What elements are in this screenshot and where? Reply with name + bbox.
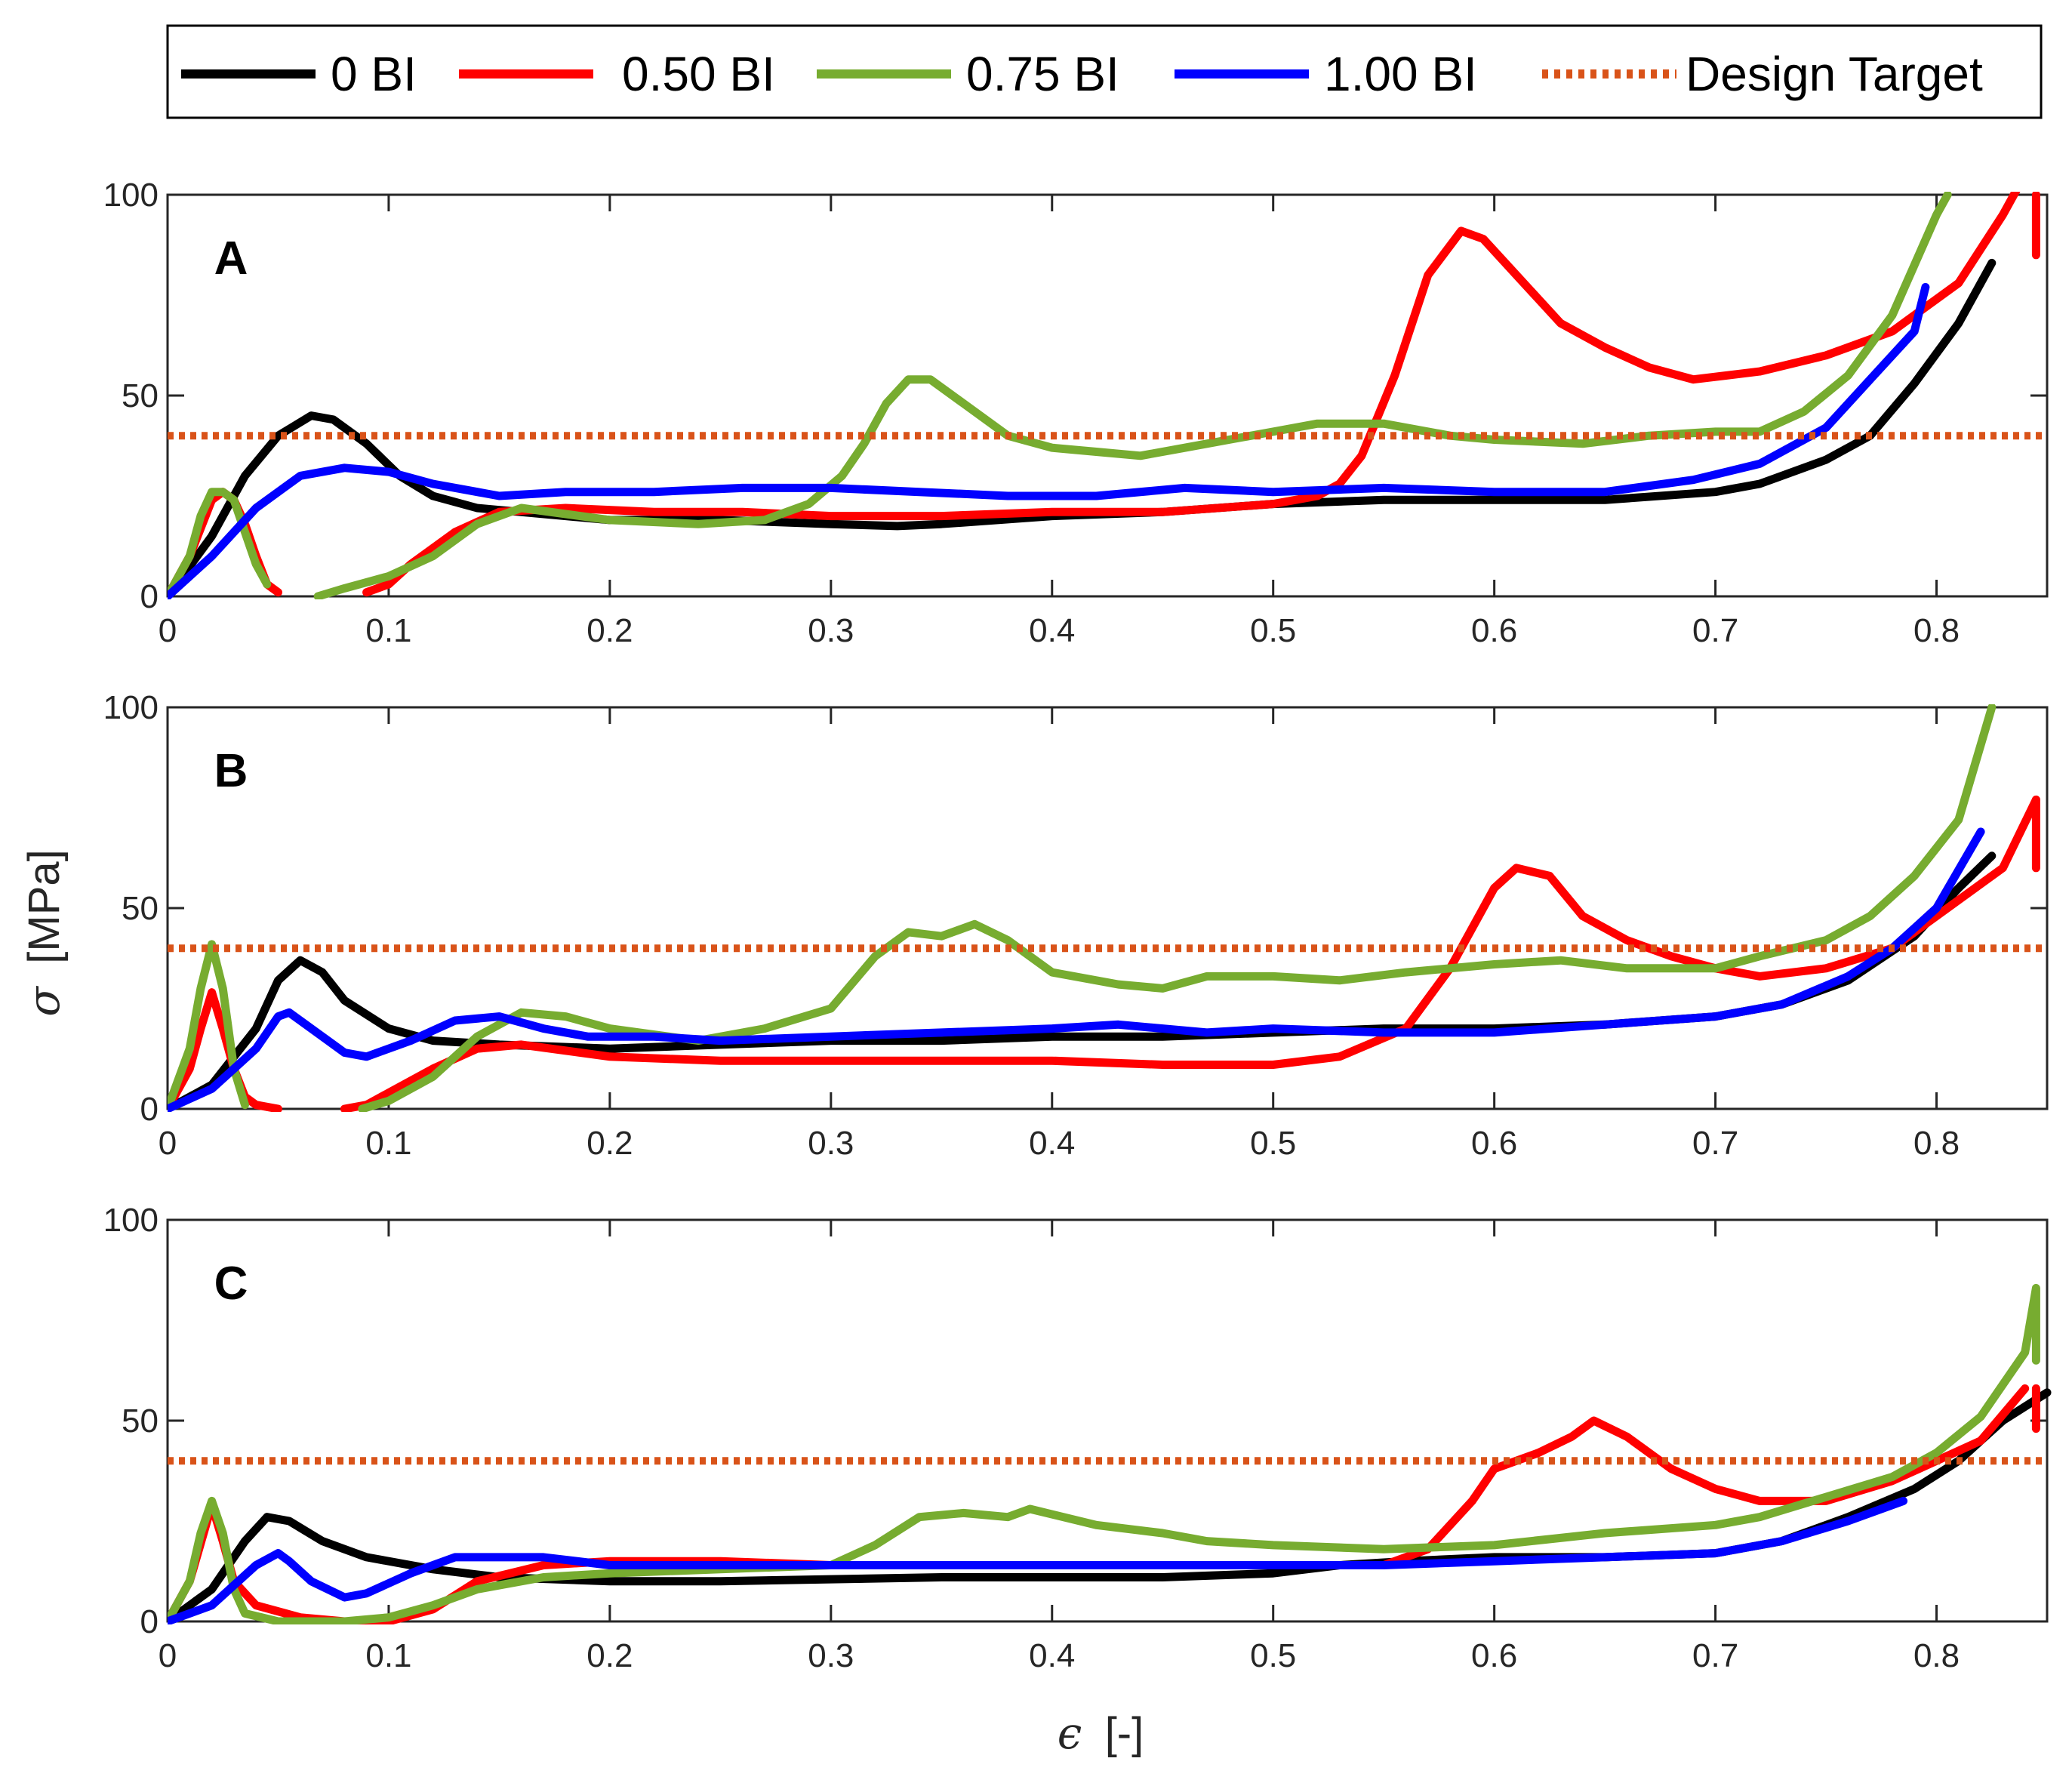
- legend-label-0-75-bi: 0.75 BI: [966, 47, 1119, 101]
- x-tick-label: 0.4: [1029, 612, 1075, 649]
- x-tick-label: 0.1: [365, 612, 411, 649]
- x-tick-label: 0.8: [1913, 1125, 1960, 1162]
- series-line-1-00-bi: [168, 1496, 1908, 1624]
- legend-label-0-bi: 0 BI: [331, 47, 417, 101]
- y-axis-unit: [MPa]: [20, 849, 69, 964]
- panel-label: B: [214, 745, 248, 797]
- legend-label-design-target: Design Target: [1686, 47, 1983, 101]
- y-tick-label: 100: [103, 1202, 159, 1239]
- x-tick-label: 0.1: [365, 1637, 411, 1674]
- x-tick-label: 0.8: [1913, 612, 1960, 649]
- series-line-0-50-bi: [168, 1384, 2030, 1624]
- series-line-0-75-bi: [313, 192, 1952, 599]
- panel-c: 0 0.1 0.2 0.3 0.4 0.5 0.6 0.7 0.8 0 50 100 C: [103, 1202, 2052, 1674]
- x-tick-label: 0.2: [587, 1125, 633, 1162]
- series-group: [168, 1283, 2052, 1624]
- x-tick-label: 0.7: [1692, 612, 1738, 649]
- y-axis-label: σ [MPa]: [18, 849, 69, 1017]
- series-line-0-75-bi: [168, 488, 272, 599]
- x-axis-label: ϵ [-]: [1058, 1707, 1144, 1759]
- y-axis-symbol: σ: [18, 986, 69, 1017]
- x-tick-label: 0: [159, 612, 177, 649]
- x-tick-label: 0.7: [1692, 1637, 1738, 1674]
- x-tick-label: 0: [159, 1125, 177, 1162]
- x-tick-label: 0.3: [808, 1637, 854, 1674]
- y-tick-label: 0: [140, 1603, 159, 1640]
- y-tick-label: 50: [122, 1403, 159, 1440]
- y-tick-label: 100: [103, 689, 159, 726]
- panel-label: C: [214, 1258, 248, 1310]
- x-tick-label: 0.4: [1029, 1125, 1075, 1162]
- panel-a: 0 0.1 0.2 0.3 0.4 0.5 0.6 0.7 0.8 0 50 100 A: [103, 177, 2049, 649]
- x-tick-label: 0.5: [1250, 612, 1296, 649]
- series-line-1-00-bi: [168, 827, 1985, 1112]
- x-tick-label: 0.3: [808, 612, 854, 649]
- series-group: [168, 704, 2047, 1112]
- x-tick-label: 0: [159, 1637, 177, 1674]
- x-tick-label: 0.6: [1471, 1125, 1517, 1162]
- x-tick-label: 0.4: [1029, 1637, 1075, 1674]
- x-tick-label: 0.5: [1250, 1637, 1296, 1674]
- x-tick-label: 0.7: [1692, 1125, 1738, 1162]
- series-line-0-75-bi: [168, 1283, 2040, 1624]
- series-line-0-bi: [168, 1388, 2052, 1624]
- x-tick-label: 0.2: [587, 612, 633, 649]
- x-axis-unit: [-]: [1105, 1709, 1144, 1758]
- y-tick-label: 50: [122, 377, 159, 414]
- x-tick-label: 0.6: [1471, 612, 1517, 649]
- panel-label: A: [214, 232, 248, 285]
- x-tick-label: 0.5: [1250, 1125, 1296, 1162]
- y-tick-label: 0: [140, 578, 159, 615]
- y-tick-label: 100: [103, 177, 159, 214]
- legend-label-0-50-bi: 0.50 BI: [622, 47, 775, 101]
- x-axis-symbol: ϵ: [1058, 1707, 1082, 1759]
- x-tick-label: 0.3: [808, 1125, 854, 1162]
- legend: 0 BI 0.50 BI 0.75 BI 1.00 BI Design Target: [166, 24, 2043, 119]
- y-tick-label: 0: [140, 1091, 159, 1128]
- x-tick-label: 0.1: [365, 1125, 411, 1162]
- series-line-0-50-bi: [362, 192, 2021, 597]
- x-tick-label: 0.8: [1913, 1637, 1960, 1674]
- x-tick-label: 0.6: [1471, 1637, 1517, 1674]
- series-line-0-bi: [168, 258, 1997, 599]
- x-tick-label: 0.2: [587, 1637, 633, 1674]
- legend-label-1-00-bi: 1.00 BI: [1324, 47, 1477, 101]
- panel-b: 0 0.1 0.2 0.3 0.4 0.5 0.6 0.7 0.8 0 50 100 B: [103, 689, 2049, 1162]
- series-group: [168, 192, 2047, 599]
- series-line-0-50-bi: [168, 988, 282, 1112]
- y-tick-label: 50: [122, 890, 159, 927]
- series-line-1-00-bi: [168, 282, 1930, 599]
- axes-frame: [166, 706, 2049, 1110]
- series-line-0-75-bi: [358, 704, 1997, 1112]
